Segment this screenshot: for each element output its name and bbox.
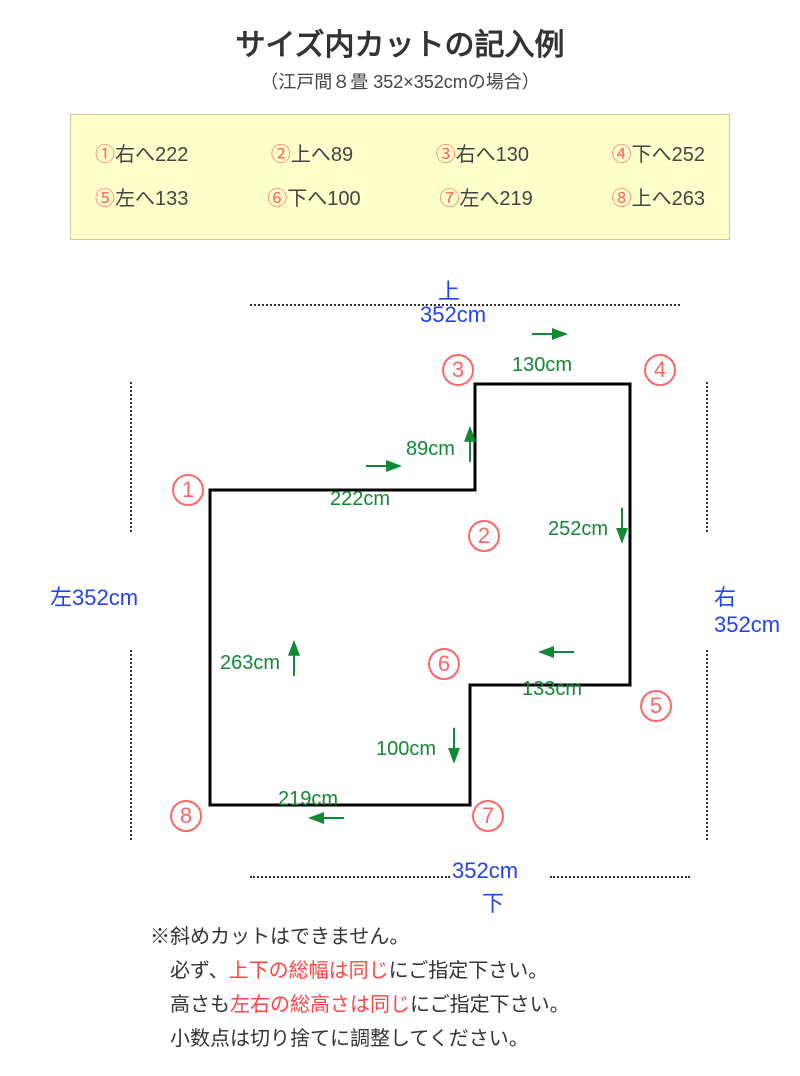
bottom-dimension: 352cm: [452, 858, 518, 884]
instruction-item: ④下へ252: [612, 133, 705, 177]
segment-label-2: 89cm: [406, 438, 455, 461]
boundary-dotted-line: [706, 382, 708, 532]
vertex-badge-2: 2: [468, 520, 500, 552]
bottom-side-label: 下: [482, 886, 504, 918]
boundary-dotted-line: [130, 382, 132, 532]
instruction-item: ⑥下へ100: [267, 177, 360, 221]
vertex-badge-7: 7: [472, 800, 504, 832]
instructions-box: ①右へ222 ②上へ89 ③右へ130 ④下へ252 ⑤左へ133 ⑥下へ100 ⑦左へ2…: [70, 114, 730, 240]
note-line-3: 高さも左右の総高さは同じにご指定下さい。: [150, 988, 780, 1022]
page-subtitle: （江戸間８畳 352×352cmの場合）: [20, 68, 780, 94]
segment-label-4: 252cm: [548, 518, 608, 541]
segment-label-6: 100cm: [376, 738, 436, 761]
instruction-item: ①右へ222: [95, 133, 188, 177]
vertex-badge-3: 3: [442, 354, 474, 386]
instruction-item: ⑧上へ263: [612, 177, 705, 221]
vertex-badge-8: 8: [170, 800, 202, 832]
instruction-item: ⑦左へ219: [439, 177, 532, 221]
top-dimension: 352cm: [420, 302, 486, 328]
instruction-item: ③右へ130: [436, 133, 529, 177]
segment-label-5: 133cm: [522, 678, 582, 701]
vertex-badge-1: 1: [172, 474, 204, 506]
segment-label-1: 222cm: [330, 488, 390, 511]
segment-label-3: 130cm: [512, 354, 572, 377]
instruction-item: ⑤左へ133: [95, 177, 188, 221]
right-dimension: 右352cm: [714, 580, 780, 638]
instructions-row-1: ①右へ222 ②上へ89 ③右へ130 ④下へ252: [95, 133, 705, 177]
page-title: サイズ内カットの記入例: [20, 20, 780, 64]
segment-label-8: 263cm: [220, 652, 280, 675]
vertex-badge-4: 4: [644, 354, 676, 386]
note-line-4: 小数点は切り捨てに調整してください。: [150, 1022, 780, 1056]
note-line-2: 必ず、上下の総幅は同じにご指定下さい。: [150, 954, 780, 988]
boundary-dotted-line: [550, 876, 690, 878]
instructions-row-2: ⑤左へ133 ⑥下へ100 ⑦左へ219 ⑧上へ263: [95, 177, 705, 221]
left-dimension: 左352cm: [50, 580, 138, 612]
segment-label-7: 219cm: [278, 788, 338, 811]
cut-diagram: 上352cm352cm下左352cm右352cm222cm89cm130cm25…: [20, 270, 780, 910]
notes: ※斜めカットはできません。 必ず、上下の総幅は同じにご指定下さい。 高さも左右の…: [150, 920, 780, 1056]
note-line-1: ※斜めカットはできません。: [150, 920, 780, 954]
vertex-badge-5: 5: [640, 690, 672, 722]
boundary-dotted-line: [706, 650, 708, 840]
boundary-dotted-line: [250, 876, 450, 878]
instruction-item: ②上へ89: [271, 133, 353, 177]
vertex-badge-6: 6: [428, 648, 460, 680]
boundary-dotted-line: [130, 650, 132, 840]
